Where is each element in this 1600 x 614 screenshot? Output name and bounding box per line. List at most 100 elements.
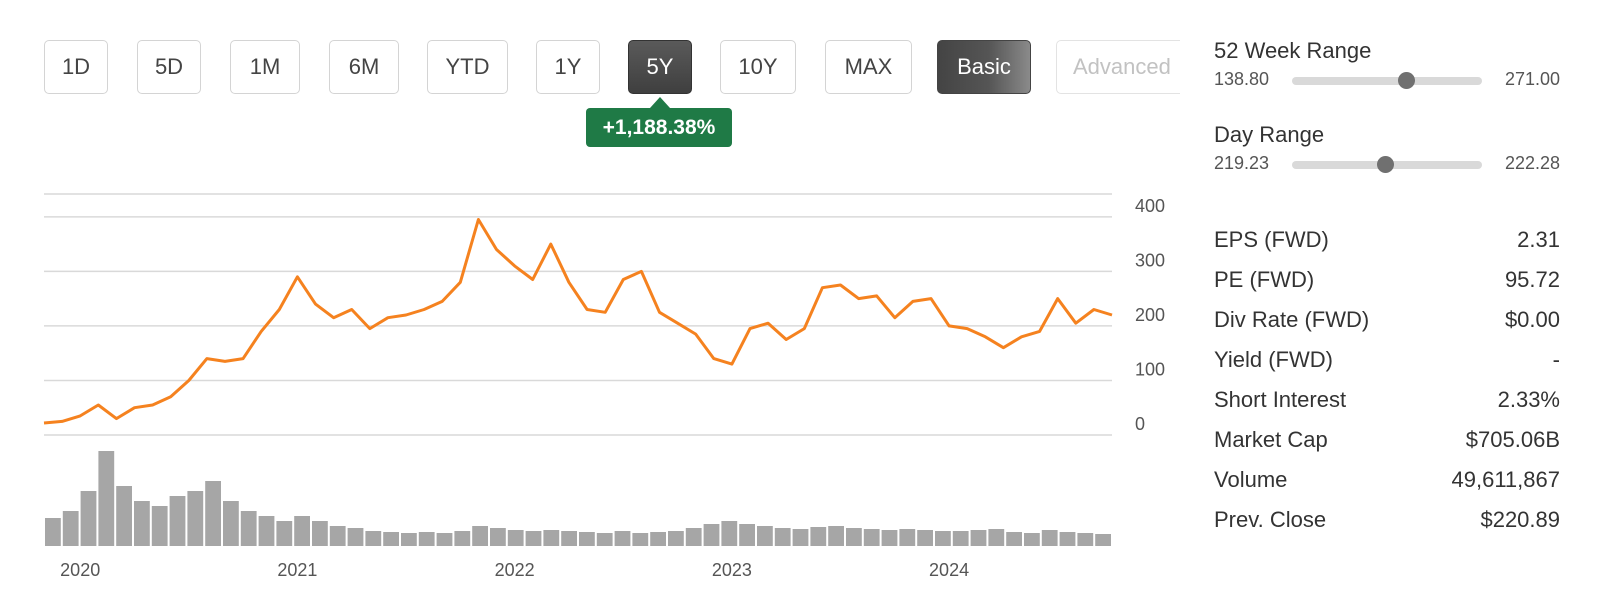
volume-bar [45,518,61,546]
stat-label: Div Rate (FWD) [1214,307,1370,332]
volume-bar [116,486,132,546]
stat-pe: PE (FWD) 95.72 [1214,260,1560,300]
volume-bar [294,516,310,546]
volume-bars [45,451,1111,546]
stat-label: EPS (FWD) [1214,227,1329,252]
volume-bar [454,531,471,546]
x-tick-label: 2021 [277,560,317,580]
stat-list: EPS (FWD) 2.31 PE (FWD) 95.72 Div Rate (FW… [1214,220,1560,540]
range-low: 219.23 [1214,153,1270,173]
volume-bar [1006,532,1022,546]
volume-bar [685,528,702,546]
volume-bar [810,527,827,546]
range-low: 138.80 [1214,69,1270,89]
stat-label: PE (FWD) [1214,267,1315,292]
volume-bar [490,528,506,546]
volume-bar [347,528,364,546]
volume-bar [703,524,720,546]
volume-bar [881,530,898,546]
stat-short-interest: Short Interest 2.33% [1214,380,1560,420]
volume-bar [472,526,488,546]
y-tick-label: 200 [1135,305,1165,325]
stat-value: 95.72 [1504,267,1560,292]
tab-10y[interactable]: 10Y [720,40,796,94]
stat-div-rate: Div Rate (FWD) $0.00 [1214,300,1560,340]
stat-eps: EPS (FWD) 2.31 [1214,220,1560,260]
volume-bar [187,491,204,546]
stat-label: Short Interest [1214,387,1347,412]
volume-bar [970,530,987,546]
volume-bar [828,526,844,546]
stat-value: $0.00 [1504,307,1560,332]
stat-value: 2.31 [1517,227,1560,252]
volume-bar [863,529,880,546]
volume-bar [561,531,577,546]
y-tick-label: 400 [1135,196,1165,216]
volume-bar [329,526,346,546]
volume-bar [240,511,257,546]
range-track [1292,72,1482,89]
range-track [1292,156,1482,173]
grid-lines [44,193,1112,436]
volume-bar [1024,533,1040,546]
volume-bar [632,533,649,546]
volume-bar [650,532,666,546]
tab-max[interactable]: MAX [825,40,912,94]
volume-bar [988,529,1005,546]
tab-ytd[interactable]: YTD [427,40,508,94]
volume-bar [401,533,417,546]
price-chart: 0 100 200 300 400 2020 2021 2022 2023 2024 [43,193,1165,580]
volume-bar [134,501,150,546]
range-row: 138.80 271.00 [1214,66,1560,96]
volume-bar [935,531,951,546]
stat-value: - [1552,347,1560,372]
volume-bar [757,526,773,546]
y-tick-label: 300 [1135,250,1165,270]
volume-bar [579,532,595,546]
range-tab-bar: 1D 5D 1M 6M YTD 1Y 5Y 10Y MAX Basic Adva… [0,0,1180,110]
volume-bar [223,501,239,546]
advanced-mode-button[interactable]: Advanced [1056,40,1180,94]
volume-bar [721,521,738,546]
volume-bar [151,506,168,546]
volume-bar [917,530,933,546]
x-tick-label: 2022 [495,560,535,580]
tab-1y[interactable]: 1Y [536,40,600,94]
volume-bar [1041,530,1058,546]
week-52-range: 52 Week Range 138.80 271.00 [1214,38,1560,122]
volume-bar [952,531,969,546]
volume-bar [792,529,809,546]
stat-value: 49,611,867 [1451,467,1560,492]
volume-bar [739,524,755,546]
basic-mode-button[interactable]: Basic [937,40,1031,94]
range-marker [1377,156,1395,173]
volume-bar [258,516,275,546]
volume-bar [205,481,221,546]
y-tick-label: 0 [1135,414,1145,434]
volume-bar [614,531,631,546]
volume-bar [436,533,453,546]
volume-bar [365,531,382,546]
volume-bar [525,531,542,546]
tab-5y[interactable]: 5Y [628,40,692,94]
volume-bar [543,530,560,546]
stat-market-cap: Market Cap $705.06B [1214,420,1560,460]
volume-bar [80,491,97,546]
range-label: 52 Week Range [1214,38,1372,63]
stat-value: $705.06B [1465,427,1560,452]
tab-6m[interactable]: 6M [329,40,399,94]
range-high: 222.28 [1504,153,1560,173]
volume-bar [507,530,524,546]
y-tick-label: 100 [1135,359,1165,379]
day-range: Day Range 219.23 222.28 [1214,122,1560,206]
tab-1d[interactable]: 1D [44,40,108,94]
volume-bar [668,531,684,546]
stat-label: Yield (FWD) [1214,347,1333,372]
tab-1m[interactable]: 1M [230,40,300,94]
range-marker [1398,72,1415,89]
price-line [43,218,1113,425]
volume-bar [418,532,435,546]
badge-pointer [650,97,670,108]
stat-label: Market Cap [1214,427,1328,452]
tab-5d[interactable]: 5D [137,40,201,94]
